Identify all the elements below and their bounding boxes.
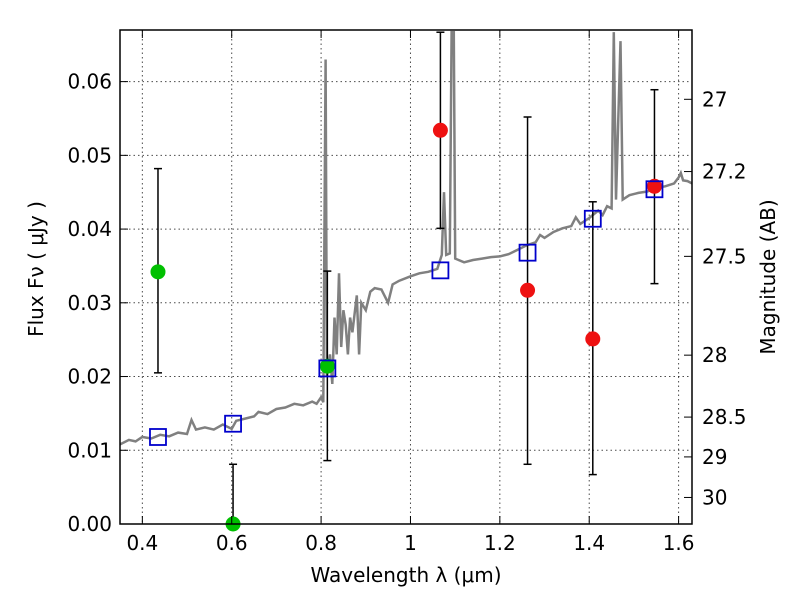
x-tick-labels: 0.4 0.6 0.8 1 1.2 1.4 1.6 — [126, 531, 694, 555]
x-tick-label: 1.4 — [573, 531, 605, 555]
model-photometry-square — [224, 414, 242, 433]
x-tick-label: 1 — [404, 531, 417, 555]
y-axis-label: Flux Fν ( μJy ) — [24, 201, 48, 337]
y2-axis-label: Magnitude (AB) — [756, 199, 780, 354]
y-tick-label: 0.01 — [67, 438, 112, 462]
x-tick-label: 1.2 — [484, 531, 516, 555]
x-axis-label: Wavelength λ (μm) — [310, 563, 501, 587]
y-tick-label: 0.06 — [67, 70, 112, 94]
y-tick-label: 0.03 — [67, 291, 112, 315]
data-point-circle — [585, 331, 601, 347]
data-point-circle — [150, 264, 166, 280]
data-point-circle — [520, 282, 536, 298]
y-tick-label: 0.02 — [67, 365, 112, 389]
x-tick-label: 1.6 — [663, 531, 695, 555]
model-photometry-square — [645, 180, 664, 199]
data-point-circle — [319, 358, 335, 374]
y-tick-label: 0.05 — [67, 143, 112, 167]
y2-tick-label: 27.2 — [702, 160, 747, 184]
y-tick-label: 0.04 — [67, 217, 112, 241]
model-photometry-square — [318, 359, 337, 378]
marker-layer — [149, 122, 664, 532]
plot-frame — [119, 29, 693, 525]
x-tick-label: 0.4 — [126, 531, 158, 555]
model-photometry-square — [149, 428, 167, 446]
y2-tick-label: 30 — [702, 485, 727, 509]
y2-tick-label: 29 — [702, 445, 727, 469]
model-spectrum-layer — [120, 30, 692, 446]
x-tick-label: 0.8 — [305, 531, 337, 555]
model-photometry-square — [583, 209, 602, 228]
model-spectrum-line — [120, 30, 692, 446]
y-tick-label: 0.00 — [67, 512, 112, 536]
y2-tick-label: 28.5 — [702, 405, 747, 429]
y2-tick-label: 27 — [702, 87, 727, 111]
y2-tick-label: 27.5 — [702, 244, 747, 268]
data-point-circle — [432, 122, 448, 138]
y-tick-labels: 0.00 0.01 0.02 0.03 0.04 0.05 0.06 — [67, 70, 112, 536]
tick-marks — [120, 30, 692, 525]
y2-tick-label: 28 — [702, 343, 727, 367]
model-photometry-square — [518, 243, 537, 262]
model-photometry-square — [431, 261, 450, 280]
data-point-circle — [646, 178, 662, 194]
y2-tick-labels: 27 27.2 27.5 28 28.5 29 30 — [702, 87, 747, 509]
x-tick-label: 0.6 — [216, 531, 248, 555]
